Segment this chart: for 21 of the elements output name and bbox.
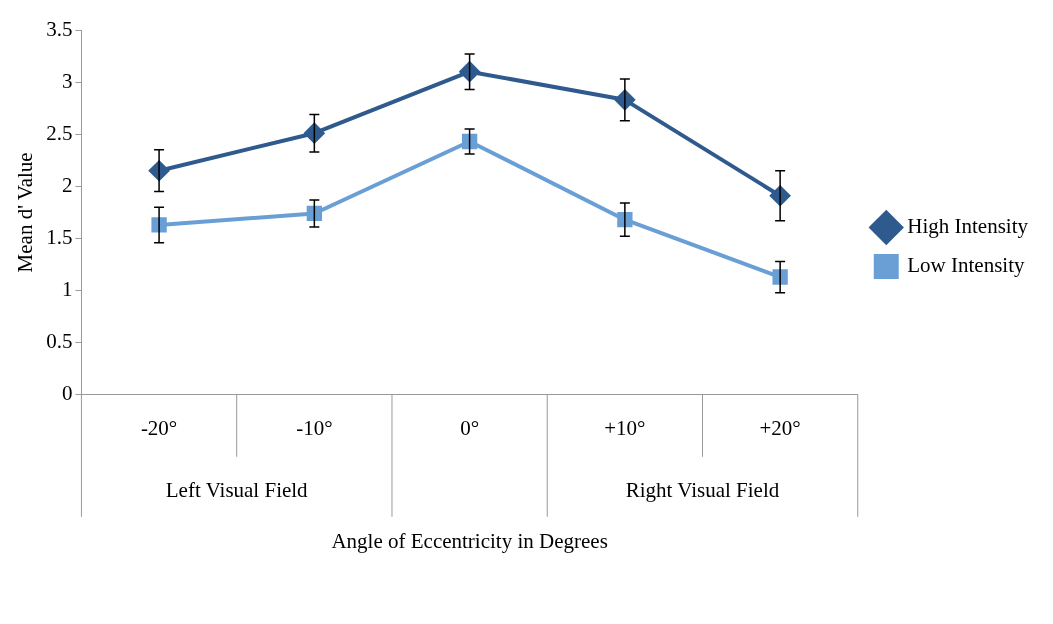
x-axis-title: Angle of Eccentricity in Degrees — [331, 529, 608, 554]
x-tick-label: 0° — [460, 415, 480, 440]
y-tick-label: 3.5 — [46, 16, 73, 41]
y-tick-label: 2.5 — [46, 120, 73, 145]
y-axis-title: Mean d' Value — [13, 152, 38, 273]
text: Left Visual Field — [165, 478, 309, 503]
point — [306, 205, 322, 222]
y-tick-label: 1.5 — [46, 224, 73, 249]
legend-label: High Intensity — [907, 214, 1029, 239]
y-tick-label: 2 — [61, 172, 73, 197]
point — [461, 133, 478, 150]
x-tick-label: +20° — [759, 415, 801, 440]
y-tick-label: 0 — [61, 381, 73, 406]
x-tick-label: +10° — [604, 415, 646, 440]
y-tick-label: 0.5 — [46, 329, 73, 354]
y-tick-label: 1 — [61, 277, 73, 302]
x-tick-label: -10° — [296, 415, 333, 440]
text: Right Visual Field — [625, 478, 780, 503]
legend-label: Low Intensity — [907, 253, 1025, 278]
y-tick-label: 3 — [61, 68, 73, 93]
x-tick-label: -20° — [140, 415, 178, 440]
